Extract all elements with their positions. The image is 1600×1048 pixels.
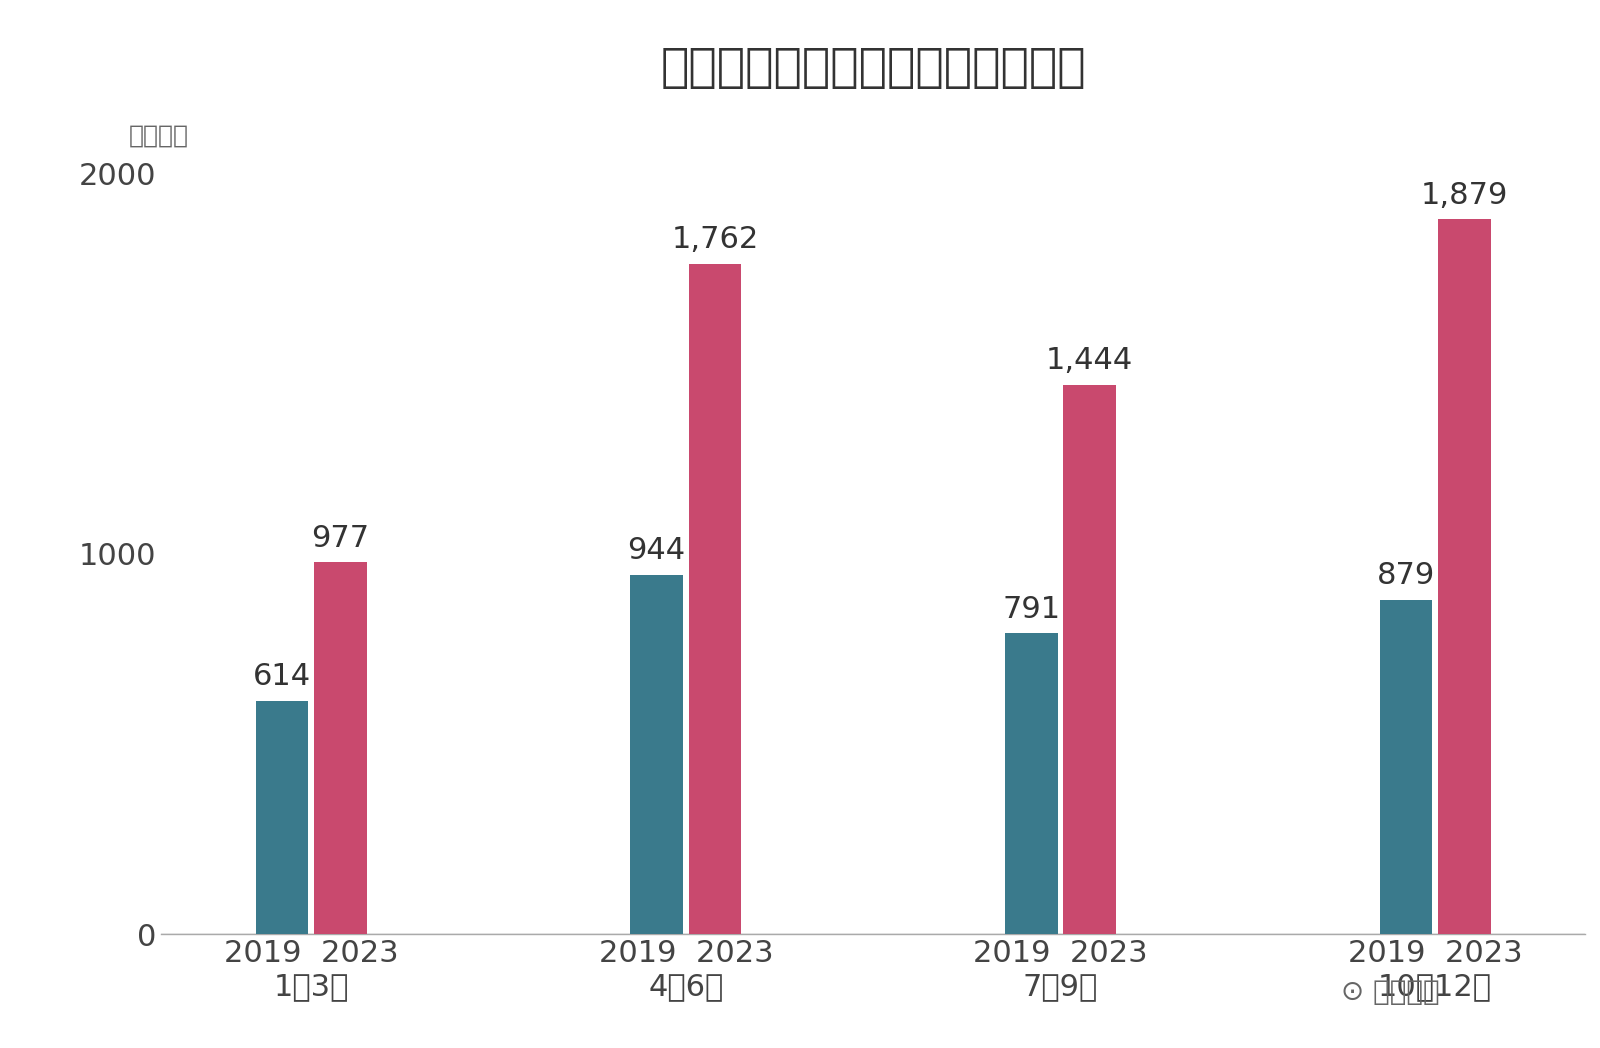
Bar [1005, 633, 1058, 934]
Text: 944: 944 [627, 537, 686, 566]
Text: 1,444: 1,444 [1046, 346, 1133, 375]
Text: 791: 791 [1002, 594, 1061, 624]
Bar [314, 563, 366, 934]
Bar [630, 575, 683, 934]
Text: 1,879: 1,879 [1421, 180, 1509, 210]
Text: 1,762: 1,762 [672, 225, 758, 255]
Text: 879: 879 [1376, 561, 1435, 590]
Text: （億円）: （億円） [128, 124, 189, 148]
Text: 614: 614 [253, 662, 310, 691]
Text: 977: 977 [312, 524, 370, 553]
Bar [1064, 385, 1115, 934]
Bar [256, 700, 309, 934]
Bar [1379, 599, 1432, 934]
Bar [1438, 219, 1491, 934]
Title: 訪日アメリカ人消費額の年間推移: 訪日アメリカ人消費額の年間推移 [661, 46, 1086, 91]
Text: ⊙ 訪日ラボ: ⊙ 訪日ラボ [1341, 978, 1440, 1006]
Bar [690, 264, 741, 934]
